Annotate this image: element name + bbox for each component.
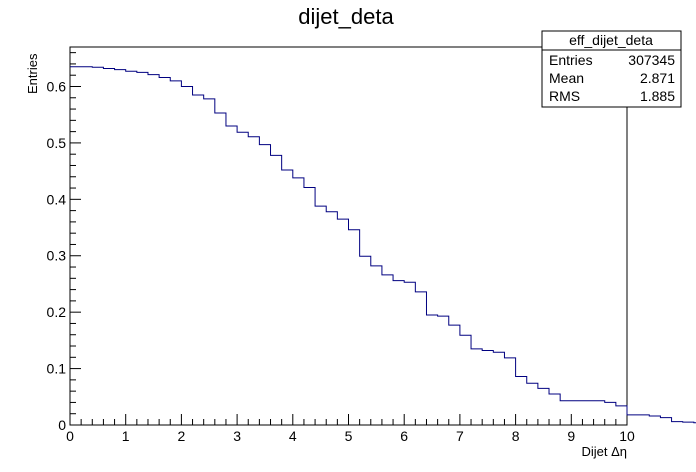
y-tick-label: 0	[58, 417, 66, 433]
x-tick-label: 5	[345, 428, 353, 444]
x-tick-label: 9	[567, 428, 575, 444]
histogram-series-line	[70, 66, 696, 424]
x-tick-label: 0	[66, 428, 74, 444]
y-tick-label: 0.6	[47, 78, 67, 94]
x-tick-label: 2	[178, 428, 186, 444]
y-tick-label: 0.5	[47, 135, 67, 151]
x-tick-label: 3	[233, 428, 241, 444]
x-tick-label: 4	[289, 428, 297, 444]
y-tick-label: 0.1	[47, 361, 67, 377]
stats-box-title: eff_dijet_deta	[569, 32, 653, 48]
stats-box: eff_dijet_deta Entries 307345 Mean 2.871…	[541, 30, 682, 108]
x-tick-label: 10	[619, 428, 635, 444]
x-axis-label: Dijet Δη	[581, 444, 627, 459]
stats-rms-label: RMS	[549, 88, 580, 104]
y-axis: 0 0.1 0.2 0.3 0.4 0.5 0.6	[47, 52, 81, 433]
stats-box-frame	[541, 30, 682, 108]
x-axis: 0 1 2 3 4 5 6 7 8 9 10	[66, 414, 635, 444]
stats-entries-label: Entries	[549, 52, 593, 68]
y-tick-label: 0.4	[47, 191, 67, 207]
x-tick-label: 8	[512, 428, 520, 444]
stats-entries-value: 307345	[628, 52, 675, 68]
y-tick-label: 0.3	[47, 248, 67, 264]
x-tick-label: 7	[456, 428, 464, 444]
stats-mean-value: 2.871	[640, 70, 675, 86]
x-tick-label: 6	[400, 428, 408, 444]
y-axis-label: Entries	[25, 53, 40, 94]
y-tick-label: 0.2	[47, 304, 67, 320]
chart-title: dijet_deta	[298, 4, 394, 29]
stats-rms-value: 1.885	[640, 88, 675, 104]
stats-mean-label: Mean	[549, 70, 584, 86]
x-tick-label: 1	[122, 428, 130, 444]
